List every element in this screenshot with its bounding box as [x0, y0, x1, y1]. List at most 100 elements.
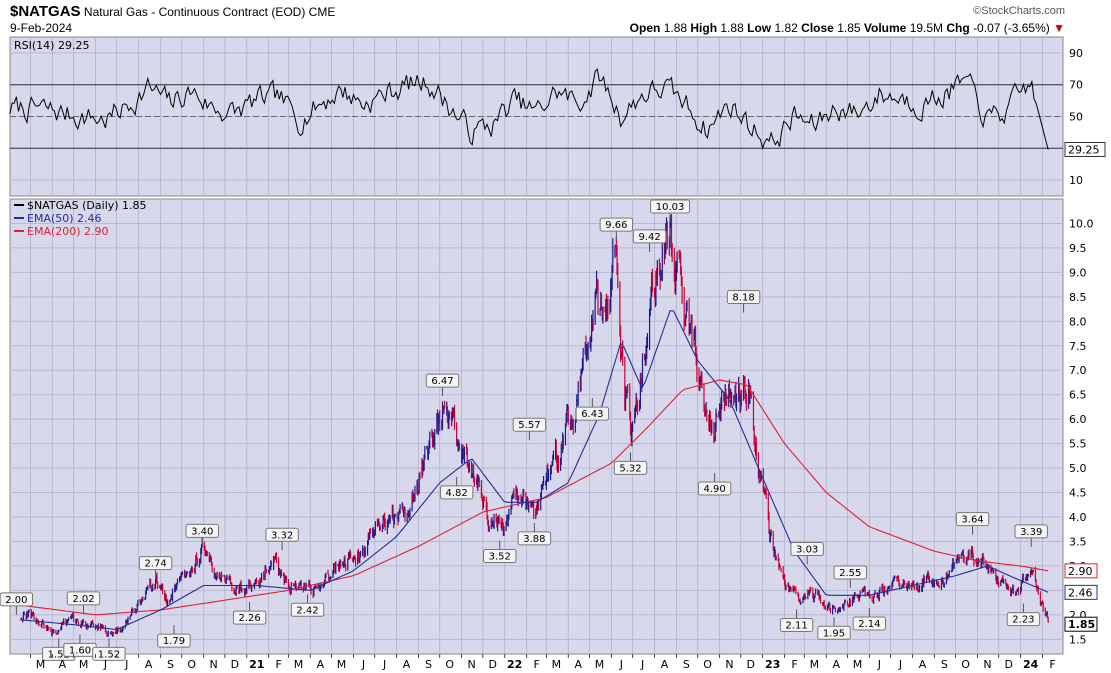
annotation-box	[790, 541, 824, 556]
annotation-label: 10.03	[656, 202, 685, 213]
right-value-label: 1.85	[1068, 618, 1095, 631]
annotation-box	[185, 523, 219, 538]
rsi-legend-label: RSI(14) 29.25	[14, 39, 89, 52]
x-tick-label: 24	[1023, 658, 1039, 671]
right-value-label: 2.46	[1068, 586, 1093, 599]
x-tick-label: A	[919, 658, 927, 671]
x-tick-label: J	[877, 658, 881, 671]
annotation-label: 5.57	[518, 420, 540, 431]
x-tick-label: N	[467, 658, 475, 671]
annotation-label: 4.90	[703, 484, 725, 495]
rsi-last-value-label: 29.25	[1068, 143, 1100, 156]
down-arrow-icon: ▼	[1053, 21, 1065, 35]
x-tick-label: D	[1004, 658, 1012, 671]
annotation-box	[613, 460, 648, 475]
x-tick-label: M	[294, 658, 304, 671]
price-y-tick-label: 9.5	[1069, 242, 1087, 255]
annotation-label: 2.74	[144, 559, 166, 570]
annotation-box	[726, 290, 761, 305]
rsi-y-tick-label: 90	[1069, 47, 1083, 60]
annotation-label: 3.32	[271, 530, 293, 541]
annotation-label: 2.55	[839, 568, 861, 579]
annotation-box	[1006, 612, 1041, 627]
rsi-line	[9, 68, 1049, 150]
right-value-box	[1064, 563, 1098, 579]
rsi-last-value-box	[1064, 141, 1106, 157]
price-y-tick-label: 7.0	[1069, 364, 1087, 377]
x-tick-label: M	[810, 658, 820, 671]
x-axis: M A M J J A S O N D 21 F M A M J J A S O N D 22 F M A M J J A S O N D 23 F M…	[29, 654, 1056, 671]
annotation-label: 3.64	[961, 515, 983, 526]
x-tick-label: 23	[765, 658, 780, 671]
annotation-box	[232, 610, 267, 625]
annotation-label: 8.18	[732, 293, 754, 304]
price-y-tick-label: 6.5	[1069, 389, 1087, 402]
chg-label: Chg	[946, 21, 970, 35]
price-y-tick-label: 8.5	[1069, 291, 1087, 304]
x-tick-label: A	[832, 658, 840, 671]
rsi-y-tick-label: 50	[1069, 111, 1083, 124]
annotation-box	[575, 406, 610, 421]
low-label: Low	[747, 21, 772, 35]
annotation-box	[483, 548, 517, 563]
annotation-label: 1.52	[48, 649, 70, 660]
x-tick-label: A	[575, 658, 583, 671]
annotation-label: 1.60	[69, 645, 91, 656]
annotation-box	[290, 602, 325, 617]
price-y-tick-label: 10.0	[1069, 217, 1094, 230]
legend-entry: $NATGAS (Daily) 1.85	[27, 199, 147, 212]
open-value: 1.88	[663, 21, 688, 35]
chart-header: $NATGAS Natural Gas - Continuous Contrac…	[0, 0, 1111, 36]
x-tick-label: S	[941, 658, 948, 671]
annotation-label: 2.42	[296, 605, 318, 616]
price-y-tick-label: 5.0	[1069, 462, 1087, 475]
x-tick-label: A	[661, 658, 669, 671]
annotation-label: 3.03	[796, 544, 818, 555]
x-tick-label: M	[36, 658, 46, 671]
x-tick-label: F	[791, 658, 797, 671]
symbol: $NATGAS	[10, 3, 81, 20]
volume-label: Volume	[863, 21, 907, 35]
annotation-box	[779, 617, 814, 632]
right-value-box	[1064, 616, 1098, 632]
annotation-box	[697, 481, 732, 496]
x-tick-label: J	[103, 658, 107, 671]
ema50-line	[19, 310, 1049, 630]
x-tick-label: N	[210, 658, 218, 671]
x-tick-label: F	[1049, 658, 1055, 671]
x-tick-label: M	[79, 658, 89, 671]
annotation-box	[0, 592, 34, 607]
annotation-box	[265, 527, 299, 542]
title-line: $NATGAS Natural Gas - Continuous Contrac…	[10, 3, 335, 20]
annotation-box	[599, 217, 634, 232]
annotation-box	[157, 633, 191, 648]
x-tick-label: A	[145, 658, 153, 671]
rsi-y-tick-label: 70	[1069, 79, 1083, 92]
annotation-box	[517, 531, 552, 546]
annotation-label: 4.82	[446, 488, 468, 499]
high-label: High	[690, 21, 718, 35]
price-y-tick-label: 4.0	[1069, 511, 1087, 524]
x-tick-label: O	[703, 658, 712, 671]
price-y-tick-label: 1.5	[1069, 633, 1087, 646]
annotation-box	[1014, 524, 1048, 539]
chart-date: 9-Feb-2024	[10, 21, 73, 35]
brand-watermark: ©StockCharts.com	[973, 5, 1065, 17]
price-y-tick-label: 8.0	[1069, 315, 1087, 328]
price-y-tick-label: 9.0	[1069, 266, 1087, 279]
price-y-tick-label: 7.5	[1069, 340, 1087, 353]
x-tick-label: F	[275, 658, 281, 671]
ema200-line	[19, 379, 1049, 616]
x-tick-label: S	[683, 658, 690, 671]
price-y-tick-label: 4.5	[1069, 487, 1087, 500]
annotation-label: 2.14	[858, 619, 880, 630]
volume-value: 19.5M	[909, 21, 944, 35]
annotation-label: 9.66	[605, 220, 627, 231]
annotation-label: 2.00	[5, 595, 27, 606]
right-value-label: 2.90	[1068, 565, 1093, 578]
annotation-label: 2.11	[785, 620, 807, 631]
x-tick-label: S	[167, 658, 174, 671]
x-tick-label: D	[231, 658, 239, 671]
x-tick-label: O	[961, 658, 970, 671]
